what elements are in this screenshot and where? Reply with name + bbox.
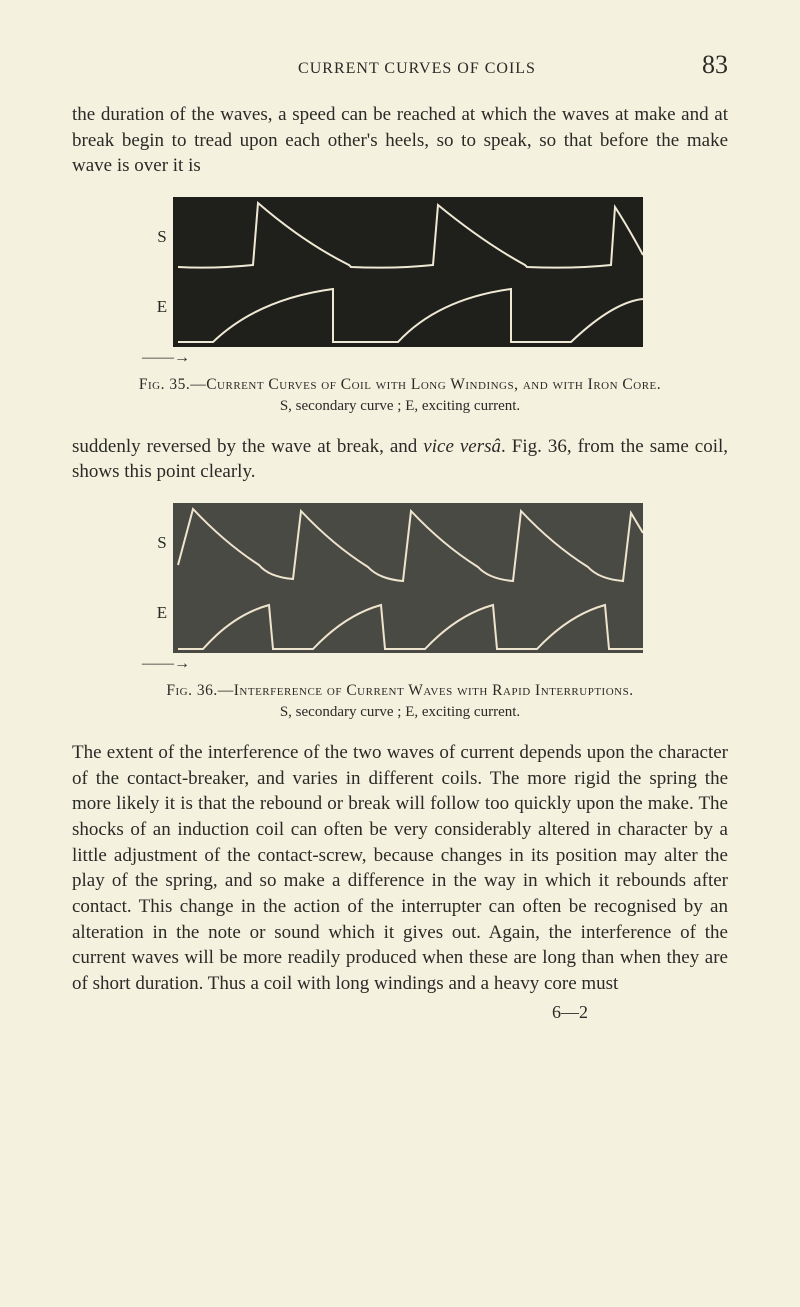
figure-35-axis-labels: S E [157,202,167,342]
fig36-subcaption: S, secondary curve ; E, exciting current… [72,704,728,721]
fig36-caption: Fig. 36.—Interference of Current Waves w… [72,681,728,702]
fig36-arrow: ——→ [72,655,728,673]
fig35-caption: Fig. 35.—Current Curves of Coil with Lon… [72,375,728,396]
fig35-label-s: S [157,227,167,247]
fig36-label-e: E [157,603,167,623]
figure-35: S E ——→ Fig. 35.—Current Curves of Coil … [72,197,728,415]
fig35-subcaption: S, secondary curve ; E, exciting current… [72,398,728,415]
page: CURRENT CURVES OF COILS 83 the duration … [0,0,800,1307]
paragraph-3: The extent of the interference of the tw… [72,740,728,996]
fig35-label-e: E [157,297,167,317]
figure-36: S E ——→ Fig. 36.—Interference of Current… [72,503,728,721]
figure-36-chart-wrap: S E [72,503,728,653]
fig36-caption-lead: Fig. 36. [166,682,217,699]
fig35-caption-lead: Fig. 35. [139,376,190,393]
fig35-arrow: ——→ [72,349,728,367]
figure-35-waveform [173,197,643,347]
page-number: 83 [702,50,728,80]
paragraph-1: the duration of the waves, a speed can b… [72,102,728,179]
para2-italic: vice versâ [423,436,501,457]
figure-35-chart-wrap: S E [72,197,728,347]
signature-mark: 6—2 [72,1002,728,1023]
figure-36-waveform [173,503,643,653]
page-header: CURRENT CURVES OF COILS 83 [72,50,728,80]
running-head: CURRENT CURVES OF COILS [72,60,702,78]
paragraph-2: suddenly reversed by the wave at break, … [72,434,728,485]
para2-a: suddenly reversed by the wave at break, … [72,436,423,457]
fig36-caption-rest: —Interference of Current Waves with Rapi… [218,682,634,699]
figure-36-axis-labels: S E [157,508,167,648]
fig36-label-s: S [157,533,167,553]
fig35-caption-rest: —Current Curves of Coil with Long Windin… [190,376,661,393]
